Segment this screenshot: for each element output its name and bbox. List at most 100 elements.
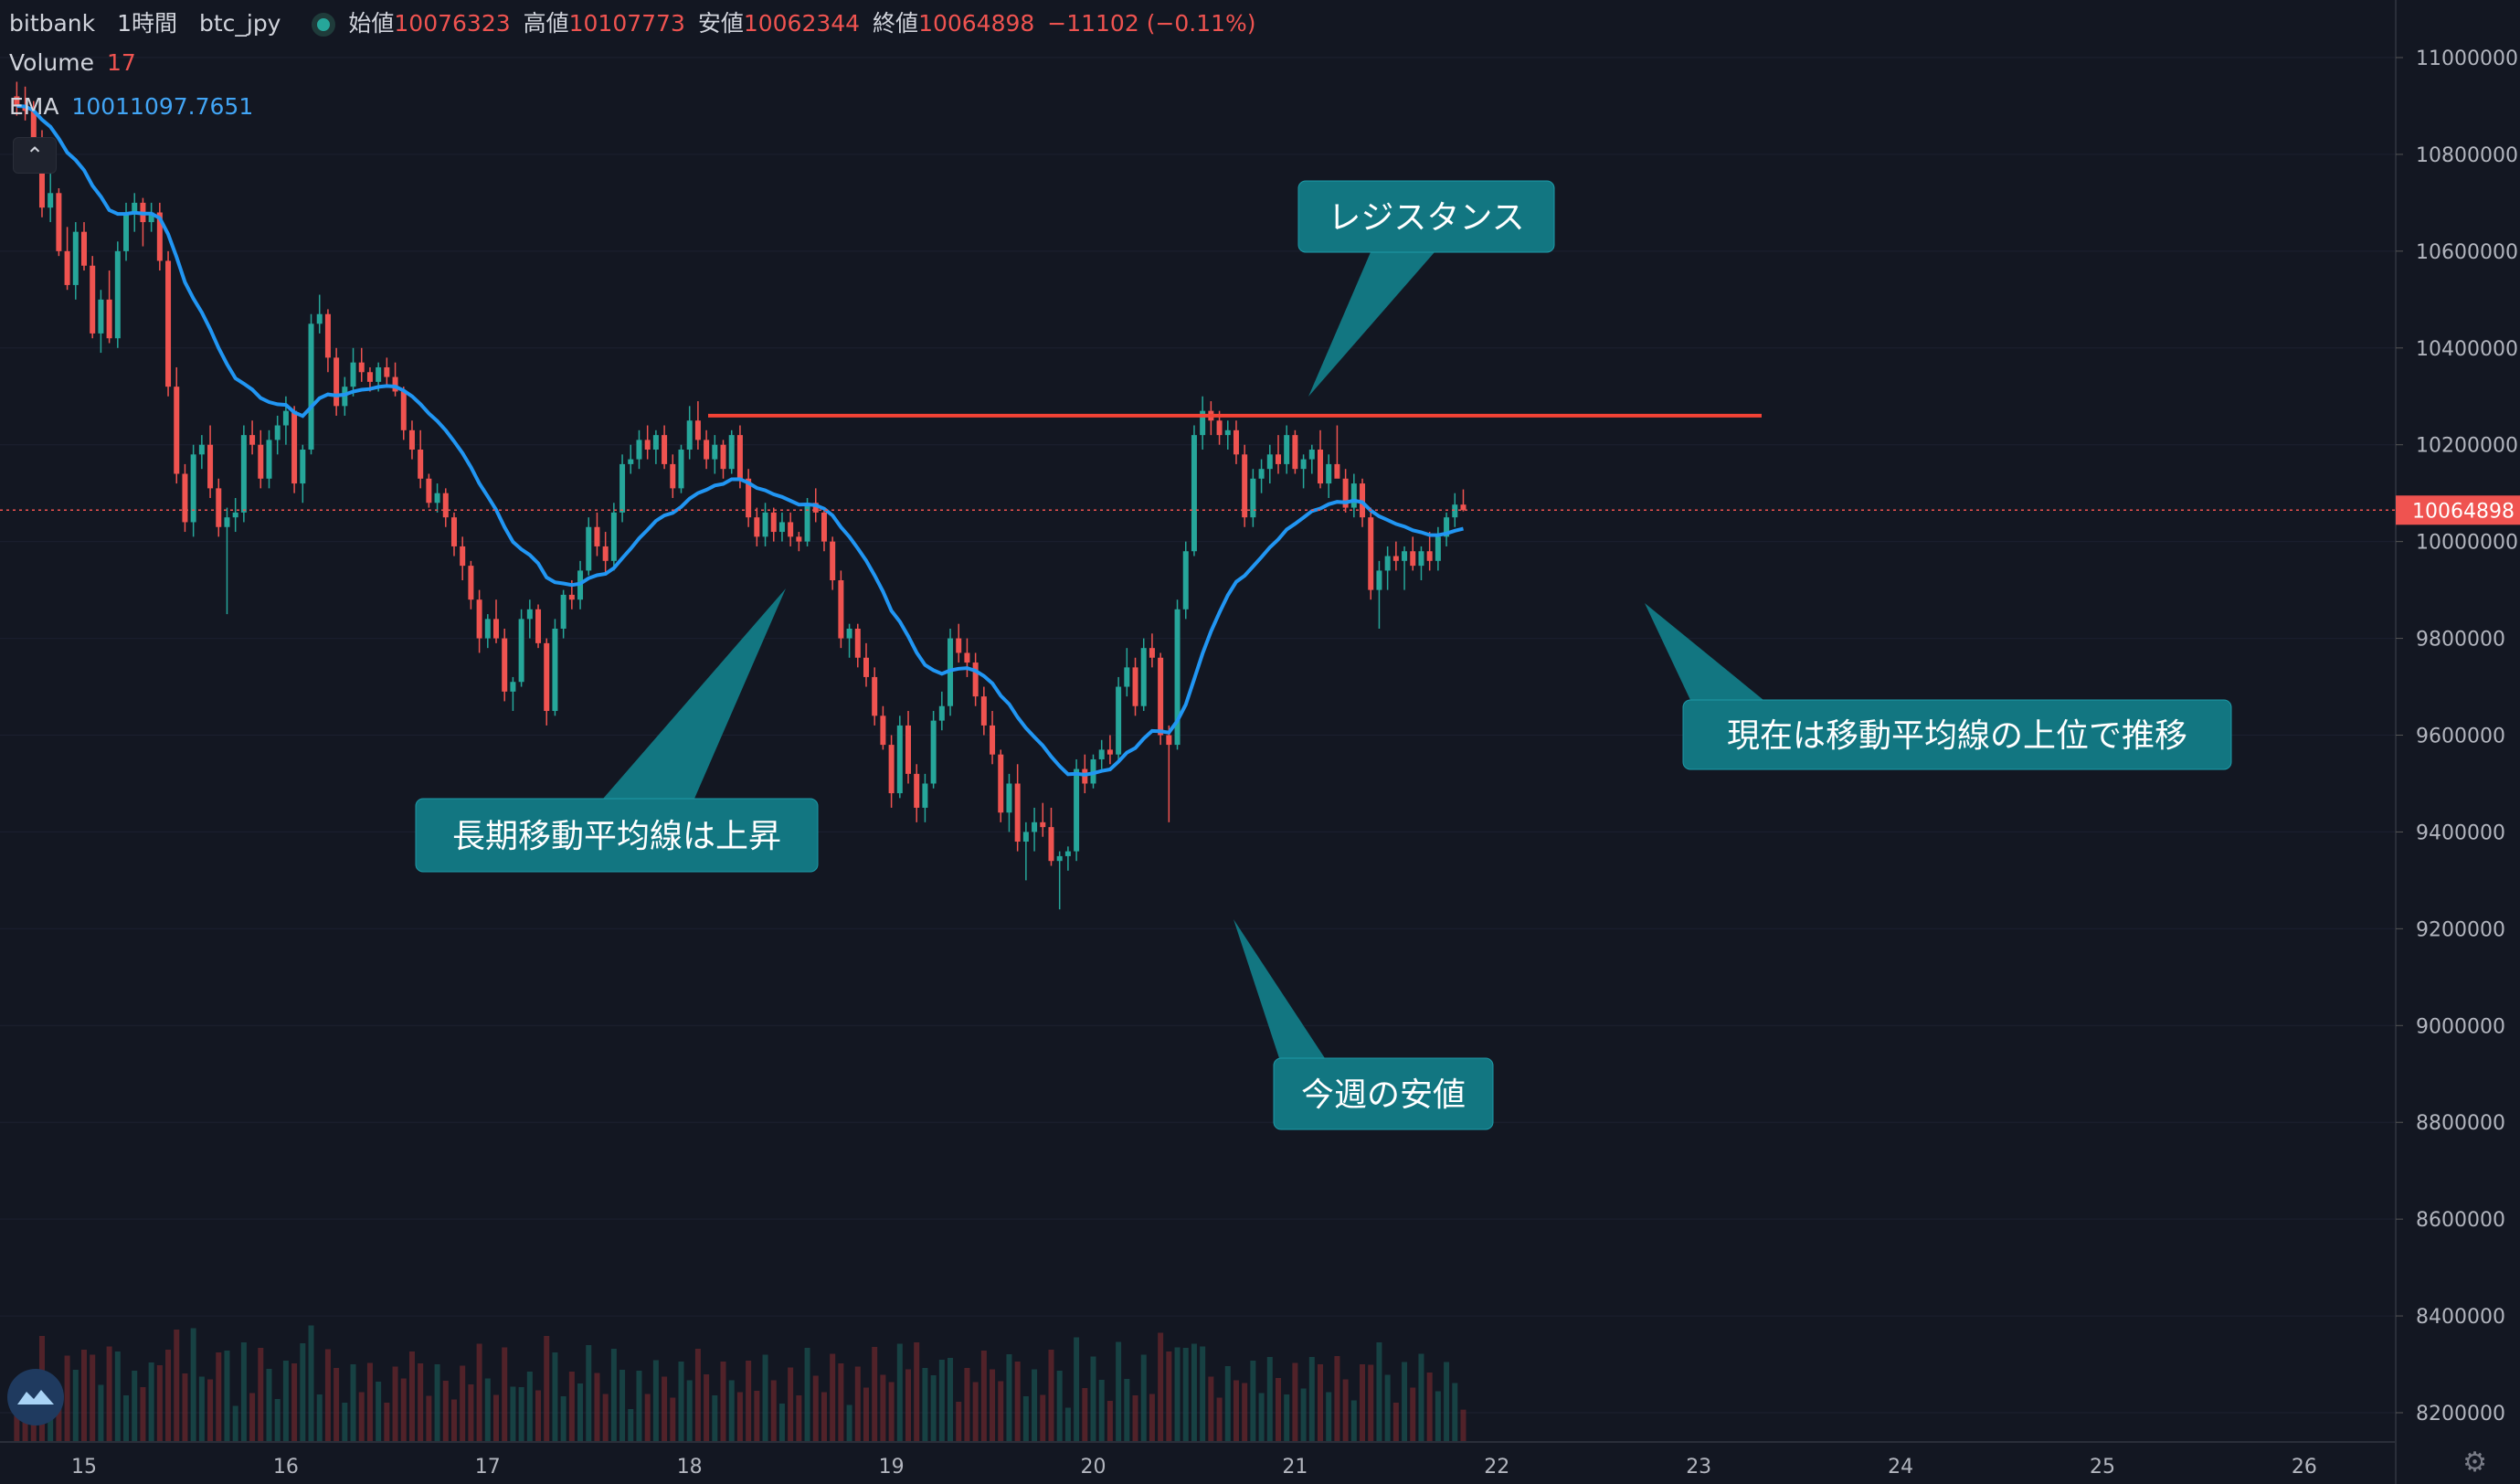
volume-bar (662, 1376, 668, 1442)
candle-body (568, 594, 575, 600)
candle-body (694, 420, 701, 440)
x-tick-label: 22 (1484, 1456, 1509, 1479)
volume-bar (324, 1349, 331, 1442)
volume-bar (1242, 1383, 1248, 1442)
candle-body (1300, 459, 1307, 470)
candle-body (408, 429, 415, 450)
callout-box (1273, 1057, 1494, 1130)
volume-bar (1056, 1371, 1063, 1442)
volume-bar (788, 1367, 794, 1442)
volume-bar (544, 1336, 550, 1442)
volume-bar (796, 1395, 802, 1442)
volume-bar (216, 1352, 222, 1442)
volume-bar (1435, 1391, 1441, 1442)
candle-body (224, 517, 230, 527)
candle-body (274, 425, 281, 440)
callout-text: 今週の安値 (1301, 1076, 1466, 1114)
candle-body (812, 503, 819, 513)
volume-bar (896, 1343, 903, 1442)
exchange-name[interactable]: bitbank (9, 10, 96, 37)
gear-icon[interactable]: ⚙ (2462, 1447, 2487, 1479)
volume-legend[interactable]: Volume 17 (9, 49, 142, 76)
volume-bar (232, 1405, 238, 1442)
callout-text: 現在は移動平均線の上位で推移 (1727, 717, 2187, 755)
candle-body (81, 231, 87, 266)
candle-body (678, 450, 684, 489)
x-tick-label: 26 (2292, 1456, 2317, 1479)
y-tick-label: 9000000 (2416, 1015, 2505, 1038)
candle-body (258, 444, 264, 479)
volume-bar (518, 1387, 524, 1442)
candle-body (510, 682, 516, 692)
y-tick-label: 8200000 (2416, 1403, 2505, 1426)
candle-body (670, 463, 676, 489)
low-value: 10062344 (743, 10, 861, 37)
candle-body (728, 435, 735, 470)
candle-body (350, 362, 356, 387)
candle-body (300, 450, 306, 484)
tradingview-logo-icon[interactable] (7, 1369, 64, 1426)
candle-body (1022, 832, 1029, 843)
volume-label: Volume (9, 49, 94, 76)
candle-body (526, 609, 533, 620)
candle-body (1032, 822, 1038, 832)
candle-body (610, 512, 617, 561)
close-label: 終値 (873, 10, 919, 37)
candle-body (804, 503, 810, 542)
candle-body (518, 619, 524, 683)
candle-body (502, 638, 508, 692)
volume-bar (1216, 1397, 1223, 1442)
collapse-legend-button[interactable]: ⌃ (13, 137, 57, 174)
volume-bar (1300, 1388, 1307, 1442)
volume-bar (728, 1380, 735, 1442)
candle-body (686, 420, 693, 450)
volume-bar (914, 1342, 920, 1442)
candle-body (148, 212, 154, 223)
volume-bar (770, 1380, 777, 1442)
volume-bar (1140, 1354, 1147, 1442)
candle-body (1266, 454, 1273, 470)
candle-body (788, 522, 794, 537)
y-tick-label: 10400000 (2416, 338, 2518, 361)
volume-bar (1384, 1374, 1391, 1442)
volume-bar (1418, 1353, 1424, 1442)
volume-bar (1098, 1380, 1105, 1442)
candle-body (821, 512, 827, 542)
candle-body (552, 628, 558, 712)
candle-body (98, 299, 104, 334)
y-tick-label: 8400000 (2416, 1306, 2505, 1329)
symbol[interactable]: btc_jpy (198, 10, 281, 37)
volume-bar (754, 1391, 760, 1442)
interval[interactable]: 1時間 (117, 10, 177, 37)
volume-bar (165, 1350, 172, 1442)
candle-body (1350, 483, 1357, 508)
y-tick-label: 8600000 (2416, 1209, 2505, 1232)
candle-body (38, 149, 45, 208)
volume-bar (905, 1369, 912, 1442)
volume-bar (1074, 1337, 1080, 1442)
volume-bar (98, 1384, 104, 1442)
candle-body (1116, 686, 1122, 755)
volume-bar (736, 1392, 743, 1442)
volume-bar (577, 1383, 584, 1442)
volume-bar (64, 1355, 70, 1442)
candle-body (652, 435, 659, 450)
callout-box (415, 798, 819, 873)
ema-value: 10011097.7651 (71, 93, 254, 120)
candle-body (930, 720, 937, 784)
volume-bar (207, 1379, 214, 1442)
volume-bar (1410, 1387, 1416, 1442)
high-value: 10107773 (568, 10, 685, 37)
change-value: −11102 (−0.11%) (1047, 10, 1256, 37)
candle-body (460, 546, 466, 567)
volume-bar (694, 1349, 701, 1442)
y-tick-label: 9800000 (2416, 629, 2505, 652)
candle-body (980, 696, 987, 726)
low-label: 安値 (697, 10, 744, 37)
candle-body (308, 323, 314, 450)
ema-legend[interactable]: EMA 10011097.7651 (9, 93, 259, 120)
candle-body (754, 517, 760, 537)
volume-bar (148, 1362, 154, 1442)
volume-bar (778, 1404, 785, 1442)
